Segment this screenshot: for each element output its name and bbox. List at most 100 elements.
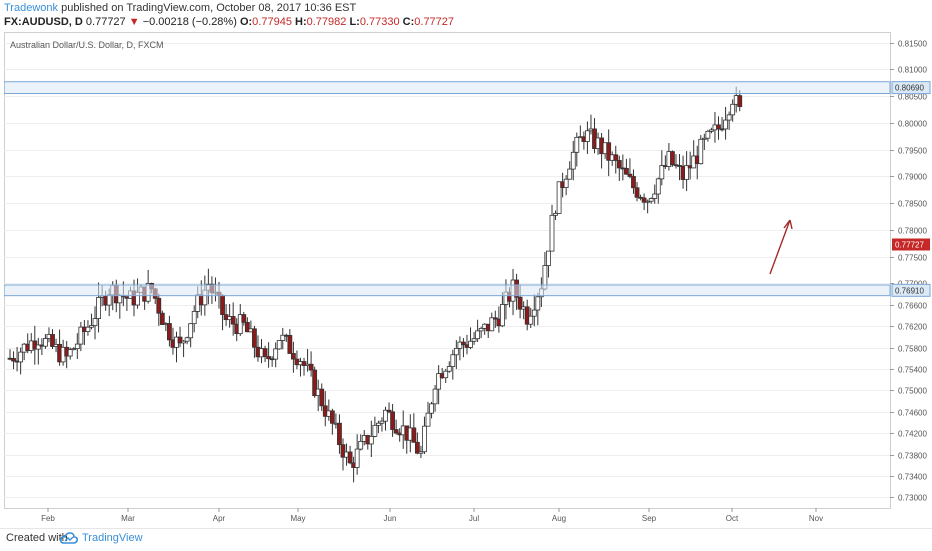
x-tick-label: Nov (809, 514, 823, 523)
x-tick-label: Feb (41, 514, 55, 523)
candle-up (89, 325, 94, 328)
y-tick-label: 0.73800 (898, 452, 927, 461)
candle-down (167, 323, 172, 341)
created-with-text: Created with (6, 532, 68, 544)
support-zone-tag (891, 283, 931, 297)
high-label: H: (295, 16, 307, 28)
y-tick-label: 0.76600 (898, 302, 927, 311)
candle-up (184, 337, 190, 342)
candle-up (383, 409, 388, 422)
x-tick-label: Mar (121, 514, 135, 523)
candle-up (358, 440, 364, 450)
candle-up (422, 425, 427, 453)
candle-up (354, 448, 360, 468)
candle-up (567, 168, 573, 180)
support-zone-label: 0.76910 (895, 286, 924, 295)
open-label: O: (239, 16, 253, 28)
close-value: 0.77727 (414, 16, 455, 28)
footer-bar: Created with TradingView (0, 528, 932, 551)
candle-down (623, 167, 629, 175)
candle-up (457, 341, 463, 349)
candle-down (290, 353, 296, 360)
candle-up (652, 193, 658, 199)
y-tick-label: 0.73000 (898, 494, 927, 503)
candle-up (96, 297, 101, 319)
candle-up (35, 344, 41, 350)
candle-down (11, 358, 16, 362)
candle-up (528, 315, 534, 325)
candle-down (613, 154, 619, 161)
candle-up (645, 200, 651, 203)
candle-up (273, 348, 279, 360)
published-text: published on TradingView.com, October 08… (61, 2, 357, 14)
y-tick-label: 0.73400 (898, 473, 927, 482)
candle-up (372, 424, 378, 437)
candle-up (489, 317, 495, 332)
candle-down (414, 441, 420, 454)
candle-down (737, 95, 743, 107)
candle-down (244, 321, 250, 333)
quote-line: FX:AUDUSD, D 0.77727 ▼ −0.00218 (−0.28%)… (4, 15, 454, 29)
tradingview-brand[interactable]: TradingView (82, 532, 143, 544)
candle-up (726, 114, 732, 121)
y-tick-label: 0.79000 (898, 173, 927, 182)
candle-up (705, 130, 711, 139)
candle-down (156, 297, 162, 314)
candle-down (386, 409, 392, 413)
candle-down (517, 296, 523, 310)
candle-down (50, 334, 55, 347)
candle-up (276, 340, 282, 350)
candle-up (478, 328, 484, 332)
y-tick-label: 0.77500 (898, 254, 927, 263)
trend-arrow-line (769, 219, 791, 275)
candle-down (631, 176, 636, 189)
candle-down (616, 160, 622, 169)
candle-up (429, 403, 434, 414)
y-tick-label: 0.76200 (898, 323, 927, 332)
candle-up (67, 349, 73, 357)
candle-up (92, 318, 98, 326)
tradingview-cloud-icon[interactable] (60, 531, 78, 545)
candle-up (556, 181, 562, 214)
candle-up (546, 250, 551, 266)
candle-up (71, 348, 77, 351)
candle-down (340, 444, 346, 458)
candle-down (252, 328, 257, 348)
candle-up (709, 129, 714, 132)
candle-down (716, 124, 721, 130)
candle-up (453, 348, 459, 356)
candle-down (461, 341, 466, 346)
candle-down (634, 187, 640, 198)
candle-up (425, 412, 431, 427)
candle-up (191, 311, 197, 325)
close-label: C: (402, 16, 415, 28)
candle-up (574, 136, 580, 153)
candle-up (570, 151, 576, 170)
candle-up (535, 296, 541, 311)
candle-up (648, 198, 654, 202)
candle-up (43, 338, 48, 347)
candle-up (78, 326, 84, 345)
candle-down (670, 151, 675, 166)
author-link[interactable]: Tradewonk (4, 2, 59, 14)
high-value: 0.77982 (306, 16, 347, 28)
last-price-label: 0.77727 (895, 240, 924, 249)
candle-up (432, 388, 438, 405)
price-change: −0.00218 (−0.28%) (142, 16, 237, 28)
y-tick-label: 0.74600 (898, 409, 927, 418)
y-tick-label: 0.78000 (898, 227, 927, 236)
price-chart[interactable]: 0.81500 0.81000 0.80500 0.80000 0.79500 0.790… (3, 32, 932, 526)
candle-down (329, 410, 335, 424)
publish-line: Tradewonk published on TradingView.com, … (4, 1, 356, 15)
low-value: 0.77330 (359, 16, 400, 28)
candle-up (701, 137, 707, 140)
candle-up (730, 103, 736, 116)
x-tick-label: Sep (642, 514, 657, 523)
chart-svg[interactable]: 0.81500 0.81000 0.80500 0.80000 0.79500 0.790… (3, 32, 932, 526)
candle-up (18, 351, 24, 363)
candle-down (524, 306, 530, 325)
resistance-zone (3, 81, 891, 95)
candle-down (641, 197, 647, 203)
candle-up (379, 420, 385, 424)
candle-up (376, 422, 381, 426)
